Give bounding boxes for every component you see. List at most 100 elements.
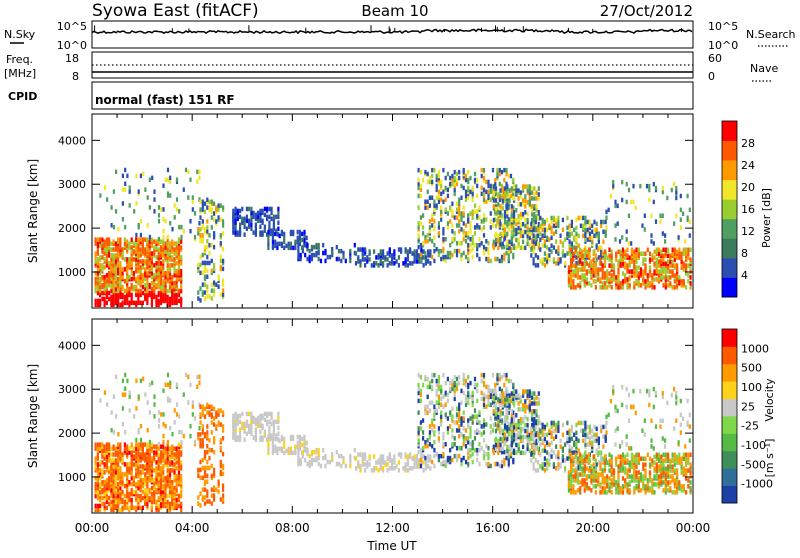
radar-cell <box>511 391 513 396</box>
radar-cell <box>451 379 453 384</box>
radar-cell <box>436 383 438 388</box>
radar-cell <box>232 225 234 230</box>
radar-cell <box>155 283 157 288</box>
radar-cell <box>113 484 115 489</box>
y-tick-label: 4000 <box>58 134 86 147</box>
radar-cell <box>382 454 384 459</box>
radar-cell <box>508 462 510 467</box>
radar-cell <box>119 470 121 475</box>
radar-cell <box>292 435 294 440</box>
radar-cell <box>149 178 151 183</box>
radar-cell <box>445 412 447 417</box>
radar-cell <box>178 442 180 447</box>
radar-cell <box>566 226 568 231</box>
radar-cell <box>204 245 206 250</box>
radar-cell <box>442 442 444 447</box>
radar-cell <box>456 454 458 459</box>
radar-cell <box>597 271 599 276</box>
radar-cell <box>158 261 160 266</box>
radar-cell <box>405 452 407 457</box>
radar-cell <box>433 219 435 224</box>
radar-cell <box>169 193 171 198</box>
radar-cell <box>469 454 471 459</box>
radar-cell <box>442 247 444 252</box>
radar-cell <box>622 261 624 266</box>
radar-cell <box>273 215 275 220</box>
radar-cell <box>173 241 175 246</box>
radar-cell <box>113 247 115 252</box>
radar-cell <box>133 241 135 246</box>
radar-cell <box>167 247 169 252</box>
radar-cell <box>97 237 99 242</box>
radar-cell <box>518 196 520 201</box>
radar-cell <box>176 293 178 298</box>
radar-cell <box>524 403 526 408</box>
radar-cell <box>535 220 537 225</box>
radar-cell <box>424 235 426 240</box>
radar-cell <box>324 454 326 459</box>
radar-cell <box>653 261 655 266</box>
radar-cell <box>208 448 210 453</box>
radar-cell <box>520 427 522 432</box>
radar-cell <box>456 420 458 425</box>
radar-cell <box>474 377 476 382</box>
radar-cell <box>183 392 185 397</box>
radar-cell <box>153 414 155 419</box>
radar-cell <box>467 231 469 236</box>
radar-cell <box>187 195 189 200</box>
radar-cell <box>178 470 180 475</box>
radar-cell <box>420 221 422 226</box>
radar-cell <box>458 434 460 439</box>
radar-cell <box>99 285 101 290</box>
radar-cell <box>420 247 422 252</box>
radar-cell <box>290 230 292 235</box>
radar-cell <box>213 211 215 216</box>
radar-cell <box>640 283 642 288</box>
radar-cell <box>108 261 110 266</box>
radar-cell <box>429 261 431 266</box>
radar-cell <box>662 248 664 253</box>
radar-cell <box>655 186 657 191</box>
radar-cell <box>155 275 157 280</box>
radar-cell <box>122 456 124 461</box>
radar-cell <box>122 506 124 511</box>
radar-cell <box>467 196 469 201</box>
radar-cell <box>542 257 544 262</box>
radar-cell <box>197 231 199 236</box>
radar-cell <box>167 373 169 378</box>
radar-cell <box>133 249 135 254</box>
radar-cell <box>551 249 553 254</box>
radar-cell <box>472 403 474 408</box>
radar-cell <box>164 249 166 254</box>
radar-cell <box>110 257 112 262</box>
radar-cell <box>239 428 241 433</box>
radar-cell <box>454 454 456 459</box>
radar-cell <box>119 450 121 455</box>
radar-cell <box>106 500 108 505</box>
radar-cell <box>124 241 126 246</box>
radar-cell <box>140 478 142 483</box>
radar-cell <box>149 261 151 266</box>
radar-cell <box>513 184 515 189</box>
radar-cell <box>155 245 157 250</box>
radar-cell <box>176 504 178 509</box>
radar-cell <box>578 216 580 221</box>
radar-cell <box>180 494 182 499</box>
radar-cell <box>355 261 357 266</box>
radar-cell <box>533 261 535 266</box>
radar-cell <box>606 273 608 278</box>
radar-cell <box>420 420 422 425</box>
colorbar-tick-label: 16 <box>741 203 755 216</box>
radar-cell <box>176 241 178 246</box>
radar-cell <box>137 498 139 503</box>
radar-cell <box>199 215 201 220</box>
radar-cell <box>460 211 462 216</box>
radar-cell <box>211 501 213 506</box>
radar-cell <box>503 178 505 183</box>
radar-cell <box>513 415 515 420</box>
radar-cell <box>458 176 460 181</box>
radar-cell <box>222 410 224 415</box>
radar-cell <box>456 383 458 388</box>
radar-cell <box>222 428 224 433</box>
radar-cell <box>235 207 237 212</box>
